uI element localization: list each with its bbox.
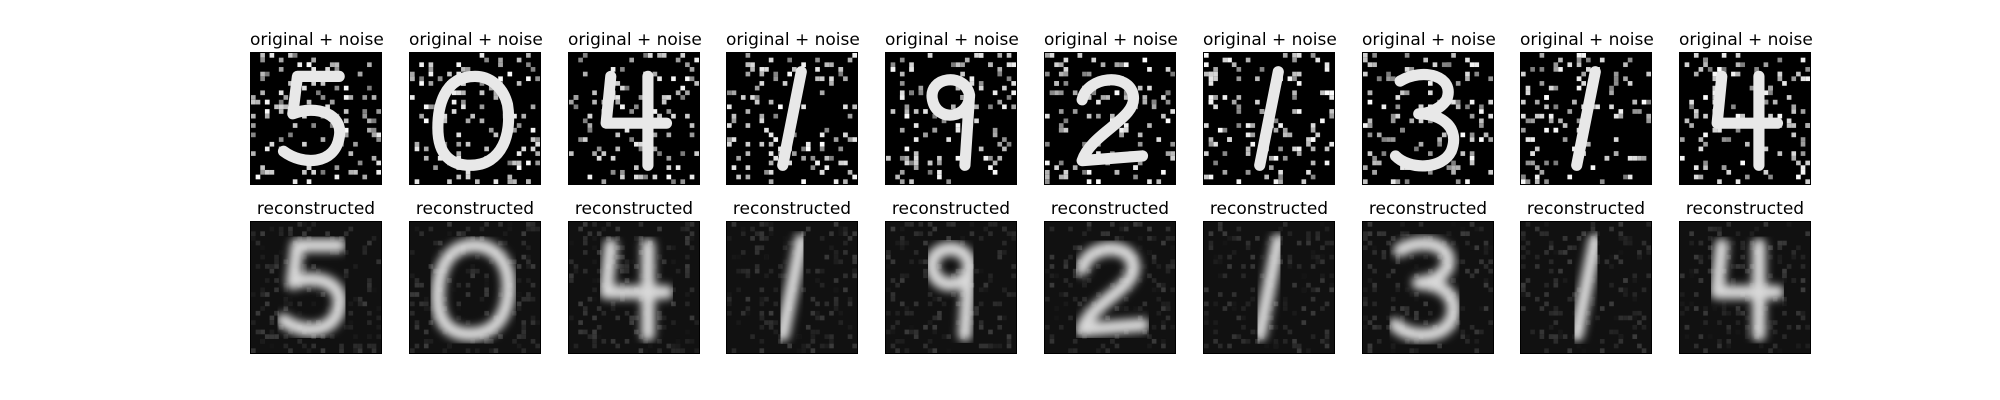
reconstructed-digit-image bbox=[568, 221, 700, 354]
noisy-title: original + noise bbox=[1203, 30, 1337, 50]
digit-1-glyph bbox=[1204, 222, 1334, 353]
noisy-digit-image bbox=[726, 52, 858, 185]
digit-4-glyph bbox=[569, 53, 699, 184]
digit-1-glyph bbox=[727, 222, 857, 353]
digit-4-glyph bbox=[1680, 222, 1810, 353]
noisy-title: original + noise bbox=[568, 30, 702, 50]
reconstructed-title: reconstructed bbox=[415, 199, 535, 219]
digit-0-glyph bbox=[410, 53, 540, 184]
noisy-digit-image bbox=[1362, 52, 1494, 185]
reconstructed-digit-image bbox=[726, 221, 858, 354]
noisy-digit-image bbox=[1520, 52, 1652, 185]
noisy-title: original + noise bbox=[409, 30, 543, 50]
noisy-digit-image bbox=[1203, 52, 1335, 185]
reconstructed-title: reconstructed bbox=[574, 199, 694, 219]
reconstructed-title: reconstructed bbox=[1368, 199, 1488, 219]
digit-5-glyph bbox=[251, 53, 381, 184]
reconstructed-digit-image bbox=[1044, 221, 1176, 354]
noisy-digit-image bbox=[1044, 52, 1176, 185]
reconstructed-digit-image bbox=[1679, 221, 1811, 354]
digit-1-glyph bbox=[1521, 222, 1651, 353]
reconstructed-digit-image bbox=[1362, 221, 1494, 354]
digit-3-glyph bbox=[1363, 222, 1493, 353]
reconstructed-digit-image bbox=[1203, 221, 1335, 354]
reconstructed-title: reconstructed bbox=[1209, 199, 1329, 219]
digit-2-glyph bbox=[1045, 222, 1175, 353]
digit-9-glyph bbox=[886, 53, 1016, 184]
noisy-digit-image bbox=[1679, 52, 1811, 185]
noisy-title: original + noise bbox=[250, 30, 384, 50]
digit-4-glyph bbox=[1680, 53, 1810, 184]
digit-1-glyph bbox=[727, 53, 857, 184]
reconstructed-title: reconstructed bbox=[1050, 199, 1170, 219]
digit-4-glyph bbox=[569, 222, 699, 353]
reconstructed-digit-image bbox=[885, 221, 1017, 354]
noisy-digit-image bbox=[250, 52, 382, 185]
reconstructed-digit-image bbox=[1520, 221, 1652, 354]
noisy-title: original + noise bbox=[885, 30, 1019, 50]
reconstructed-title: reconstructed bbox=[891, 199, 1011, 219]
digit-3-glyph bbox=[1363, 53, 1493, 184]
noisy-title: original + noise bbox=[1520, 30, 1654, 50]
noisy-title: original + noise bbox=[1362, 30, 1496, 50]
digit-9-glyph bbox=[886, 222, 1016, 353]
digit-1-glyph bbox=[1204, 53, 1334, 184]
reconstructed-digit-image bbox=[409, 221, 541, 354]
reconstructed-title: reconstructed bbox=[732, 199, 852, 219]
noisy-digit-image bbox=[885, 52, 1017, 185]
reconstructed-digit-image bbox=[250, 221, 382, 354]
digit-2-glyph bbox=[1045, 53, 1175, 184]
reconstructed-title: reconstructed bbox=[1685, 199, 1805, 219]
noisy-title: original + noise bbox=[726, 30, 860, 50]
reconstructed-title: reconstructed bbox=[256, 199, 376, 219]
noisy-title: original + noise bbox=[1679, 30, 1813, 50]
digit-0-glyph bbox=[410, 222, 540, 353]
reconstructed-title: reconstructed bbox=[1526, 199, 1646, 219]
noisy-digit-image bbox=[568, 52, 700, 185]
digit-5-glyph bbox=[251, 222, 381, 353]
noisy-digit-image bbox=[409, 52, 541, 185]
digit-1-glyph bbox=[1521, 53, 1651, 184]
noisy-title: original + noise bbox=[1044, 30, 1178, 50]
